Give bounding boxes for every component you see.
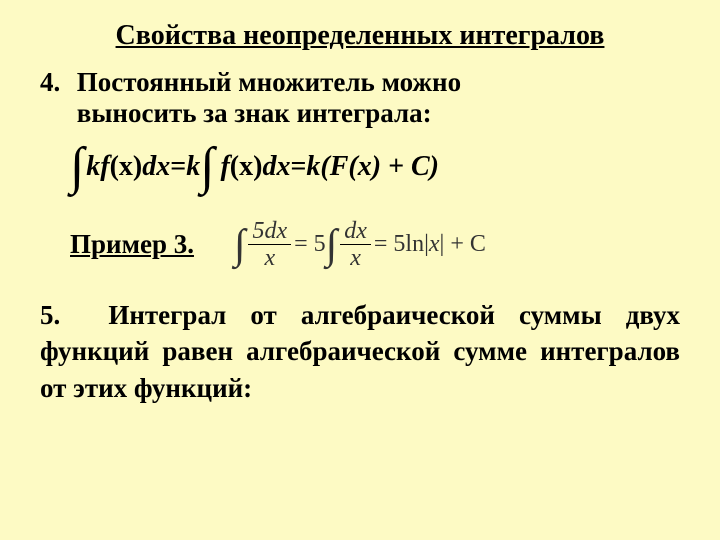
item-4-text: Постоянный множитель можно выносить за з… bbox=[77, 67, 461, 129]
formula-eq2: = bbox=[290, 151, 306, 183]
item-4-line1: Постоянный множитель можно bbox=[77, 67, 461, 97]
item-5-content: 5. Интеграл от алгебраической суммы двух… bbox=[40, 297, 680, 406]
item-4-line2: выносить за знак интеграла: bbox=[77, 98, 432, 128]
item-4-number: 4. bbox=[40, 67, 70, 98]
integral-icon: ∫ bbox=[326, 224, 338, 266]
example-eq2: = 5ln| bbox=[374, 231, 429, 258]
integral-icon: ∫ bbox=[70, 141, 84, 193]
formula-paren-x1: (x) bbox=[110, 151, 143, 183]
frac2-numerator: dx bbox=[340, 218, 371, 245]
property-4: 4. Постоянный множитель можно выносить з… bbox=[30, 67, 690, 129]
example-formula: ∫ 5dx x = 5 ∫ dx x = 5ln| x | + C bbox=[234, 218, 486, 272]
formula-k: k bbox=[186, 151, 200, 183]
formula-dx2: dx bbox=[262, 151, 290, 183]
frac2-denominator: x bbox=[346, 245, 365, 271]
formula-paren-x2: (x) bbox=[230, 151, 263, 183]
integral-icon: ∫ bbox=[234, 224, 246, 266]
property-5: 5. Интеграл от алгебраической суммы двух… bbox=[30, 297, 690, 406]
frac1-numerator: 5dx bbox=[248, 218, 291, 245]
formula-result: k(F(x) + C) bbox=[306, 151, 439, 183]
integral-icon: ∫ bbox=[200, 141, 214, 193]
example-3: Пример 3. ∫ 5dx x = 5 ∫ dx x = 5ln| x | … bbox=[30, 218, 690, 272]
formula-dx1: dx bbox=[142, 151, 170, 183]
item-5-number: 5. bbox=[40, 300, 60, 330]
frac1-denominator: x bbox=[260, 245, 279, 271]
fraction-1: 5dx x bbox=[248, 218, 291, 272]
example-eq1: = 5 bbox=[294, 231, 326, 258]
formula-f: f bbox=[220, 151, 229, 183]
example-x: x bbox=[429, 231, 440, 258]
page-title: Свойства неопределенных интегралов bbox=[30, 20, 690, 52]
formula-eq1: = bbox=[170, 151, 186, 183]
example-end: | + C bbox=[440, 231, 486, 258]
example-label: Пример 3. bbox=[70, 229, 194, 260]
formula-kf: kf bbox=[86, 151, 109, 183]
item-5-text: Интеграл от алгебраической суммы двух фу… bbox=[40, 300, 680, 403]
fraction-2: dx x bbox=[340, 218, 371, 272]
main-formula: ∫ kf (x) dx = k ∫ f (x) dx = k(F(x) + C) bbox=[30, 141, 690, 193]
